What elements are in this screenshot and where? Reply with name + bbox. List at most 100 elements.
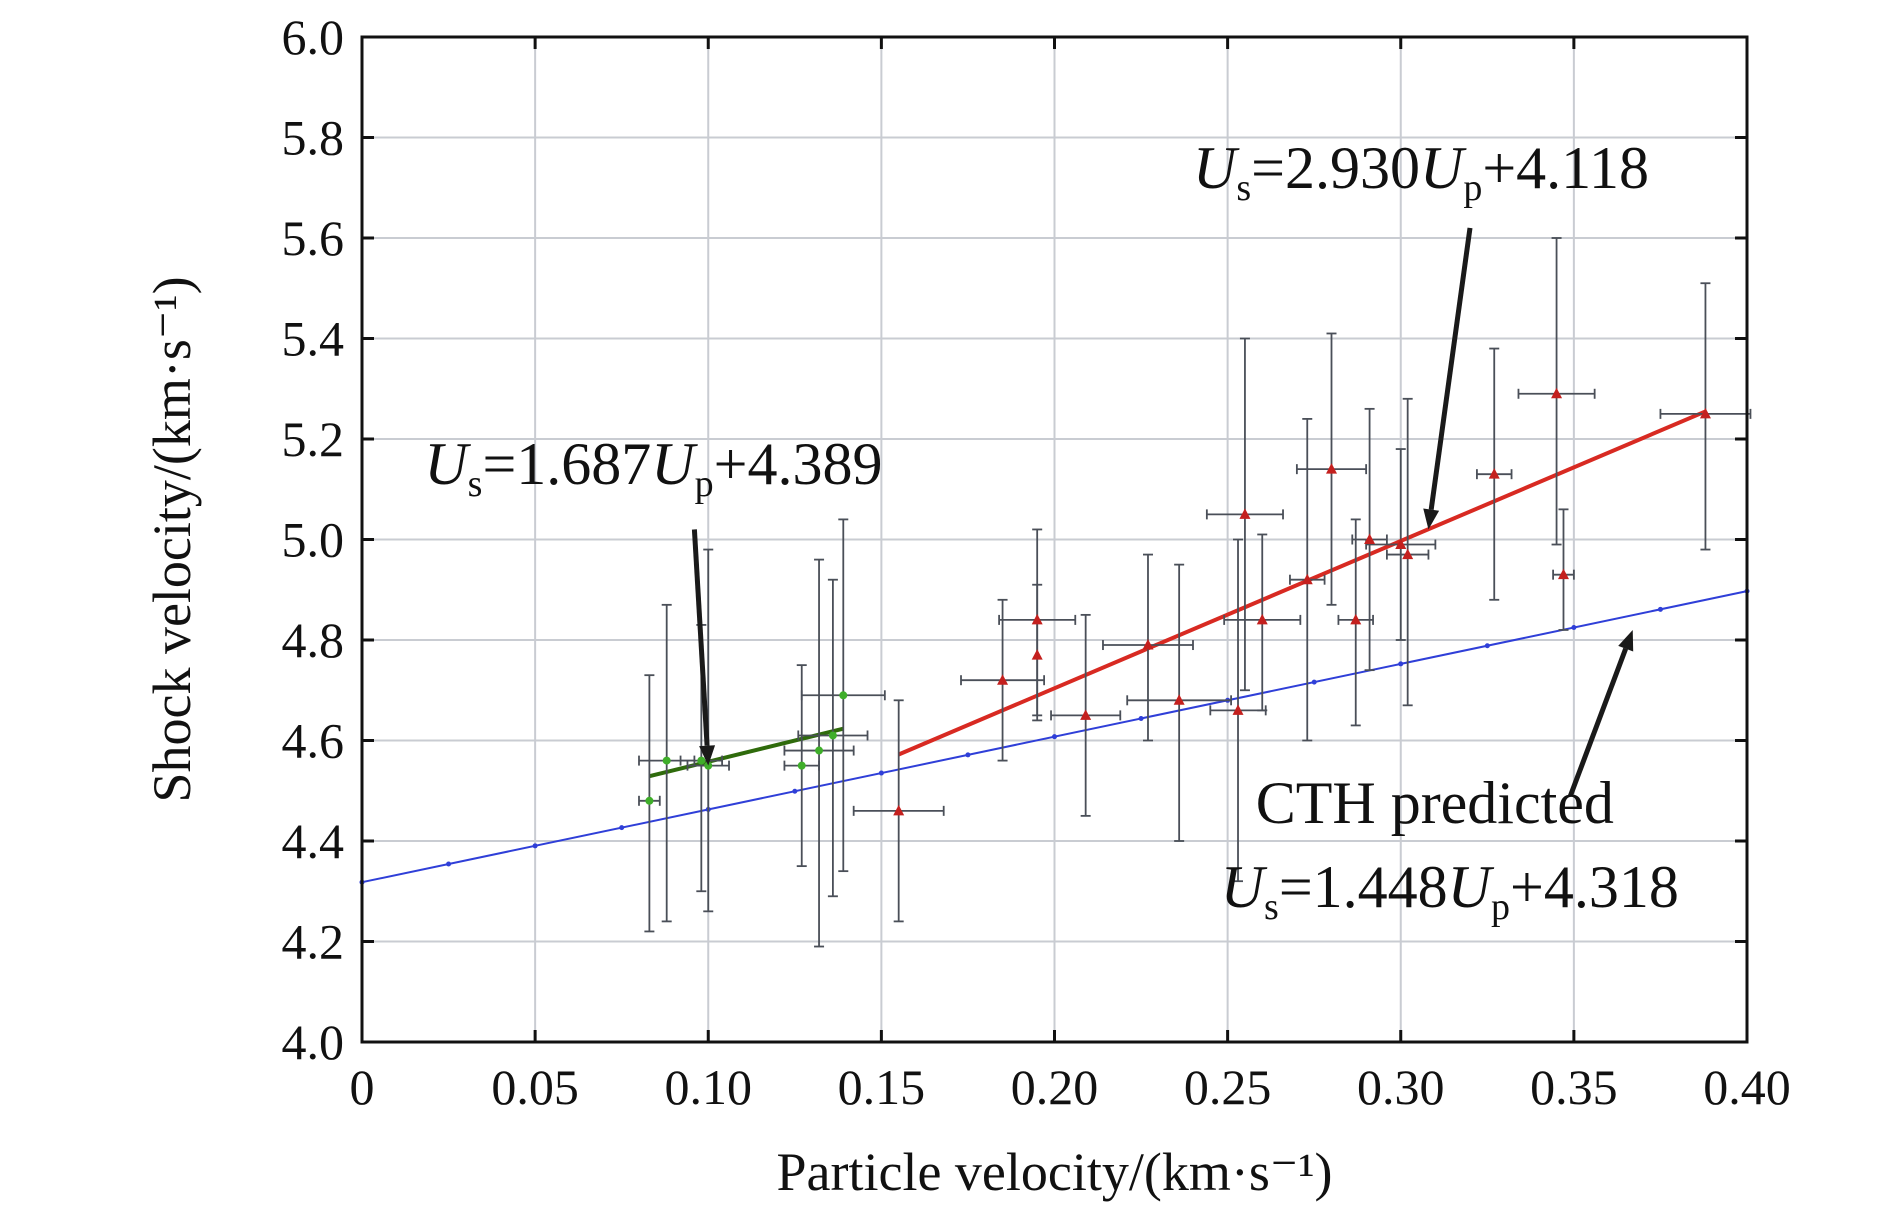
x-tick-label: 0.20 — [1011, 1059, 1099, 1115]
equation-text: +4.118 — [1482, 135, 1649, 201]
data-point — [645, 796, 654, 805]
fit-marker — [1571, 625, 1577, 631]
data-point — [828, 731, 837, 740]
data-point — [1232, 704, 1244, 715]
data-point — [997, 674, 1009, 685]
fit-marker — [446, 861, 452, 867]
equation-text: U — [1221, 854, 1268, 920]
y-tick-label: 5.8 — [282, 110, 345, 166]
data-point — [1031, 613, 1043, 625]
arrow-head — [1618, 629, 1634, 652]
data-point — [1488, 468, 1500, 479]
y-tick-label: 4.2 — [282, 914, 345, 970]
y-tick-label: 5.0 — [282, 512, 345, 568]
equation-text: =1.687 — [482, 431, 651, 497]
cth-predicted-label: CTH predicted — [1256, 770, 1614, 836]
fit-marker — [965, 752, 971, 758]
x-tick-label: 0.35 — [1530, 1059, 1618, 1115]
data-point — [1173, 694, 1185, 705]
x-tick-label: 0.40 — [1703, 1059, 1791, 1115]
equation-subscript: p — [1463, 167, 1482, 209]
data-point — [1699, 407, 1711, 419]
data-point — [1551, 387, 1563, 399]
x-tick-label: 0.30 — [1357, 1059, 1445, 1115]
data-point — [1301, 573, 1313, 585]
fit-marker — [878, 770, 884, 776]
data-point — [1031, 649, 1043, 660]
equation-text: =1.448 — [1279, 854, 1448, 920]
fit-marker — [1398, 661, 1404, 667]
data-point — [797, 761, 806, 770]
fit-marker — [792, 788, 798, 794]
fit-line — [897, 409, 1707, 757]
y-tick-label: 5.4 — [282, 311, 345, 367]
y-tick-label: 5.6 — [282, 210, 345, 266]
x-tick-label: 0.10 — [665, 1059, 753, 1115]
y-tick-label: 5.2 — [282, 411, 345, 467]
data-points — [645, 387, 1711, 816]
equation-label: Us=1.687Up+4.389 — [424, 431, 882, 505]
arrow-shaft — [1568, 647, 1629, 797]
arrow-head — [699, 745, 716, 766]
y-tick-label: 4.6 — [282, 713, 345, 769]
data-point — [1239, 508, 1251, 519]
data-point — [697, 756, 706, 765]
axis-ticks — [360, 35, 1749, 1044]
x-tick-label: 0.05 — [491, 1059, 579, 1115]
equation-text: =2.930 — [1251, 135, 1420, 201]
equation-subscript: p — [1491, 886, 1510, 928]
y-tick-label: 6.0 — [282, 9, 345, 65]
x-tick-label: 0.25 — [1184, 1059, 1272, 1115]
fit-line — [648, 726, 844, 779]
data-point — [662, 756, 671, 765]
equation-text: U — [1448, 854, 1495, 920]
x-tick-label: 0.15 — [838, 1059, 926, 1115]
equation-text: U — [1193, 135, 1240, 201]
data-point — [1364, 533, 1376, 544]
arrow-head — [1423, 508, 1440, 530]
data-point — [839, 691, 848, 700]
equation-text: +4.389 — [714, 431, 883, 497]
data-point — [1350, 613, 1362, 625]
equation-subscript: s — [1236, 167, 1251, 209]
x-tick-labels: 0 0.05 0.10 0.15 0.20 0.25 0.30 0.35 0.40 — [350, 1059, 1791, 1115]
equation-text: U — [651, 431, 698, 497]
fit-marker — [619, 825, 625, 831]
x-tick-label: 0 — [350, 1059, 375, 1115]
fit-marker — [1484, 643, 1490, 649]
fit-marker — [1657, 606, 1663, 612]
x-axis-title: Particle velocity/(km·s⁻¹) — [776, 1142, 1332, 1202]
equation-label: Us=1.448Up+4.318 — [1221, 854, 1679, 928]
data-point — [1080, 709, 1092, 720]
y-tick-labels: 4.0 4.2 4.4 4.6 4.8 5.0 5.2 5.4 5.6 5.8 6.0 — [282, 9, 345, 1070]
equation-text: U — [424, 431, 471, 497]
annotation-arrows — [691, 227, 1634, 797]
equation-subscript: s — [1264, 886, 1279, 928]
data-point — [1142, 639, 1154, 650]
data-point — [893, 804, 905, 816]
y-tick-label: 4.8 — [282, 612, 345, 668]
equation-subscript: s — [468, 463, 483, 505]
arrow-shaft — [1428, 227, 1473, 510]
data-point — [1557, 568, 1569, 580]
y-tick-label: 4.4 — [282, 813, 345, 869]
fit-marker — [1138, 715, 1144, 721]
data-point — [1395, 538, 1407, 550]
equation-text: U — [1420, 135, 1467, 201]
fit-lines — [359, 409, 1750, 885]
fit-marker — [532, 843, 538, 849]
fit-marker — [1311, 679, 1317, 685]
equation-label: Us=2.930Up+4.118 — [1193, 135, 1649, 209]
data-point — [1256, 613, 1268, 625]
equation-subscript: p — [695, 463, 714, 505]
y-axis-title: Shock velocity/(km·s⁻¹) — [142, 276, 202, 802]
equation-text: +4.318 — [1510, 854, 1679, 920]
fit-marker — [1052, 734, 1057, 740]
y-tick-label: 4.0 — [282, 1014, 345, 1070]
data-point — [1402, 548, 1414, 560]
data-point — [1326, 463, 1337, 474]
data-point — [815, 746, 824, 755]
arrow-shaft — [691, 529, 710, 746]
